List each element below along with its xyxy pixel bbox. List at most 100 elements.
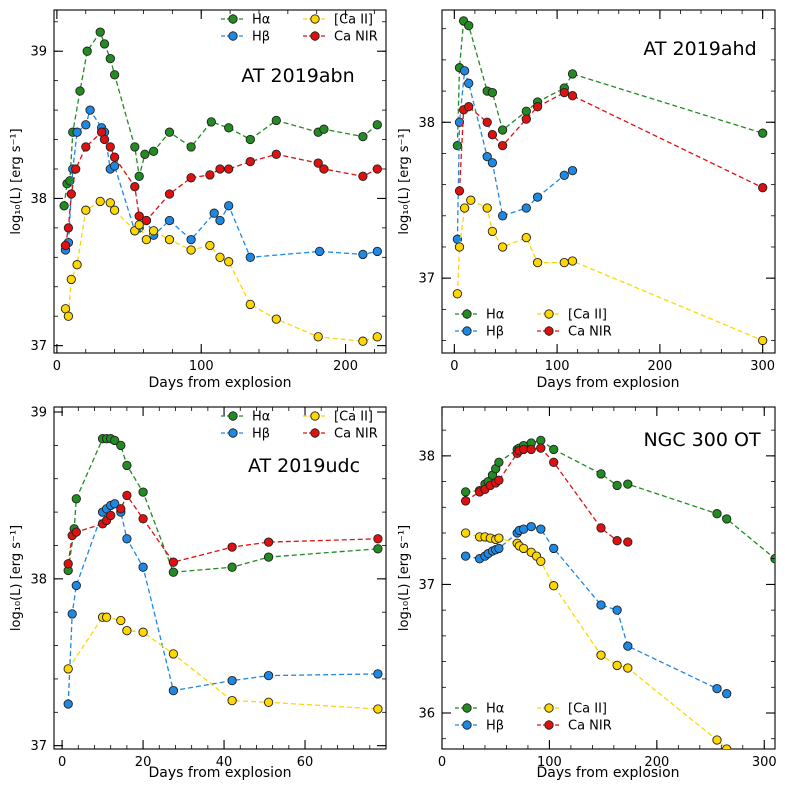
x-axis-label: Days from explosion — [536, 375, 679, 391]
data-point-canir — [263, 537, 274, 547]
data-point-halpha — [75, 86, 85, 96]
data-point-canir — [518, 444, 529, 455]
panel-at2019abn: 0 100 200 37 38 39 AT 2019abn Days from explo… — [9, 9, 387, 391]
data-point-ca2 — [487, 226, 498, 237]
data-point-ca2 — [494, 533, 504, 543]
data-point-ca2 — [567, 256, 578, 266]
data-point-canir — [71, 527, 81, 537]
data-point-halpha — [712, 509, 722, 519]
panel-at2019udc: 0 20 40 60 37 38 39 AT 2019udc Days from explo… — [9, 406, 387, 781]
panel-title: AT 2019ahd — [643, 38, 756, 60]
data-point-ca2 — [758, 335, 768, 346]
legend-item-canir: Ca NIR — [303, 427, 378, 442]
data-point-ca2 — [245, 299, 255, 310]
data-point-ca2 — [271, 314, 281, 324]
data-point-ca2 — [105, 198, 115, 208]
data-point-halpha — [59, 201, 69, 211]
data-point-halpha — [82, 46, 92, 56]
data-point-hbeta — [263, 670, 274, 681]
data-point-ca2 — [63, 664, 73, 674]
data-point-halpha — [596, 469, 606, 479]
legend-item-hbeta: Hβ — [455, 325, 504, 340]
legend-item-ca2: [Ca II] — [303, 13, 373, 28]
legend-label-canir: Ca NIR — [334, 427, 378, 442]
data-point-halpha — [138, 487, 148, 497]
data-point-halpha — [186, 142, 196, 152]
y-axis-label: log₁₀(L) [erg s⁻¹] — [9, 128, 24, 234]
x-tick-label: 100 — [189, 359, 214, 374]
data-point-halpha — [487, 87, 498, 98]
legend-item-ca2: [Ca II] — [537, 308, 607, 323]
y-tick-label: 37 — [418, 272, 435, 287]
x-tick-label: 300 — [752, 755, 777, 770]
data-point-ca2 — [81, 205, 91, 215]
data-point-halpha — [95, 27, 105, 37]
legend-label-halpha: Hα — [252, 13, 270, 28]
data-point-halpha — [372, 120, 382, 130]
data-point-canir — [130, 182, 140, 192]
legend-label-ca2: [Ca II] — [334, 410, 373, 425]
data-point-ca2 — [72, 260, 82, 270]
data-point-hbeta — [85, 105, 95, 115]
y-tick-label: 38 — [418, 116, 435, 131]
data-point-canir — [758, 183, 768, 193]
legend-label-ca2: [Ca II] — [334, 13, 373, 28]
data-point-ca2 — [358, 336, 368, 346]
x-tick-label: 20 — [135, 755, 152, 770]
data-point-hbeta — [168, 685, 179, 696]
x-tick-label: 0 — [450, 359, 458, 374]
data-point-canir — [227, 542, 237, 552]
data-point-ca2 — [186, 245, 196, 255]
data-point-hbeta — [596, 600, 606, 610]
x-tick-label: 300 — [750, 359, 775, 374]
data-point-hbeta — [138, 562, 148, 572]
data-point-ca2 — [263, 697, 274, 707]
data-point-ca2 — [66, 274, 76, 285]
data-point-hbeta — [612, 605, 622, 615]
data-point-ca2 — [536, 556, 546, 566]
data-point-halpha — [623, 479, 633, 489]
data-point-ca2 — [549, 581, 559, 591]
legend-marker — [462, 326, 472, 336]
x-tick-label: 100 — [545, 359, 570, 374]
data-point-ca2 — [63, 311, 74, 321]
data-point-canir — [372, 164, 382, 174]
y-axis-label: log₁₀(L) [erg s⁻¹] — [397, 128, 412, 234]
legend-marker — [462, 703, 472, 713]
data-point-ca2 — [109, 205, 120, 215]
data-point-canir — [497, 140, 508, 151]
data-point-hbeta — [67, 609, 77, 619]
data-point-hbeta — [567, 165, 578, 176]
data-point-halpha — [134, 171, 144, 181]
data-point-ca2 — [521, 232, 531, 243]
series-layer — [59, 27, 382, 346]
data-point-hbeta — [81, 120, 91, 130]
data-point-ca2 — [227, 695, 237, 706]
data-point-canir — [454, 186, 465, 196]
data-point-ca2 — [168, 649, 179, 659]
legend-label-hbeta: Hβ — [486, 719, 504, 734]
data-point-hbeta — [559, 170, 569, 180]
data-point-halpha — [227, 562, 237, 572]
legend-label-canir: Ca NIR — [334, 30, 378, 45]
data-point-canir — [567, 91, 578, 101]
data-point-hbeta — [215, 215, 225, 226]
data-point-hbeta — [109, 161, 120, 171]
data-point-hbeta — [494, 543, 504, 554]
legend-marker — [462, 720, 472, 730]
data-point-hbeta — [186, 234, 196, 245]
x-tick-label: 200 — [333, 359, 358, 374]
data-point-hbeta — [532, 192, 543, 202]
data-point-hbeta — [122, 534, 132, 544]
legend-marker — [228, 14, 238, 24]
data-point-ca2 — [224, 257, 234, 267]
data-point-ca2 — [559, 257, 569, 268]
x-tick-label: 100 — [537, 755, 562, 770]
data-point-hbeta — [526, 521, 536, 532]
legend-item-hbeta: Hβ — [455, 719, 504, 734]
data-point-canir — [106, 510, 116, 521]
data-point-ca2 — [205, 240, 215, 251]
panel-at2019ahd: 0 100 200 300 37 38 AT 2019ahd Days from expl… — [397, 9, 776, 391]
data-point-canir — [71, 164, 81, 174]
